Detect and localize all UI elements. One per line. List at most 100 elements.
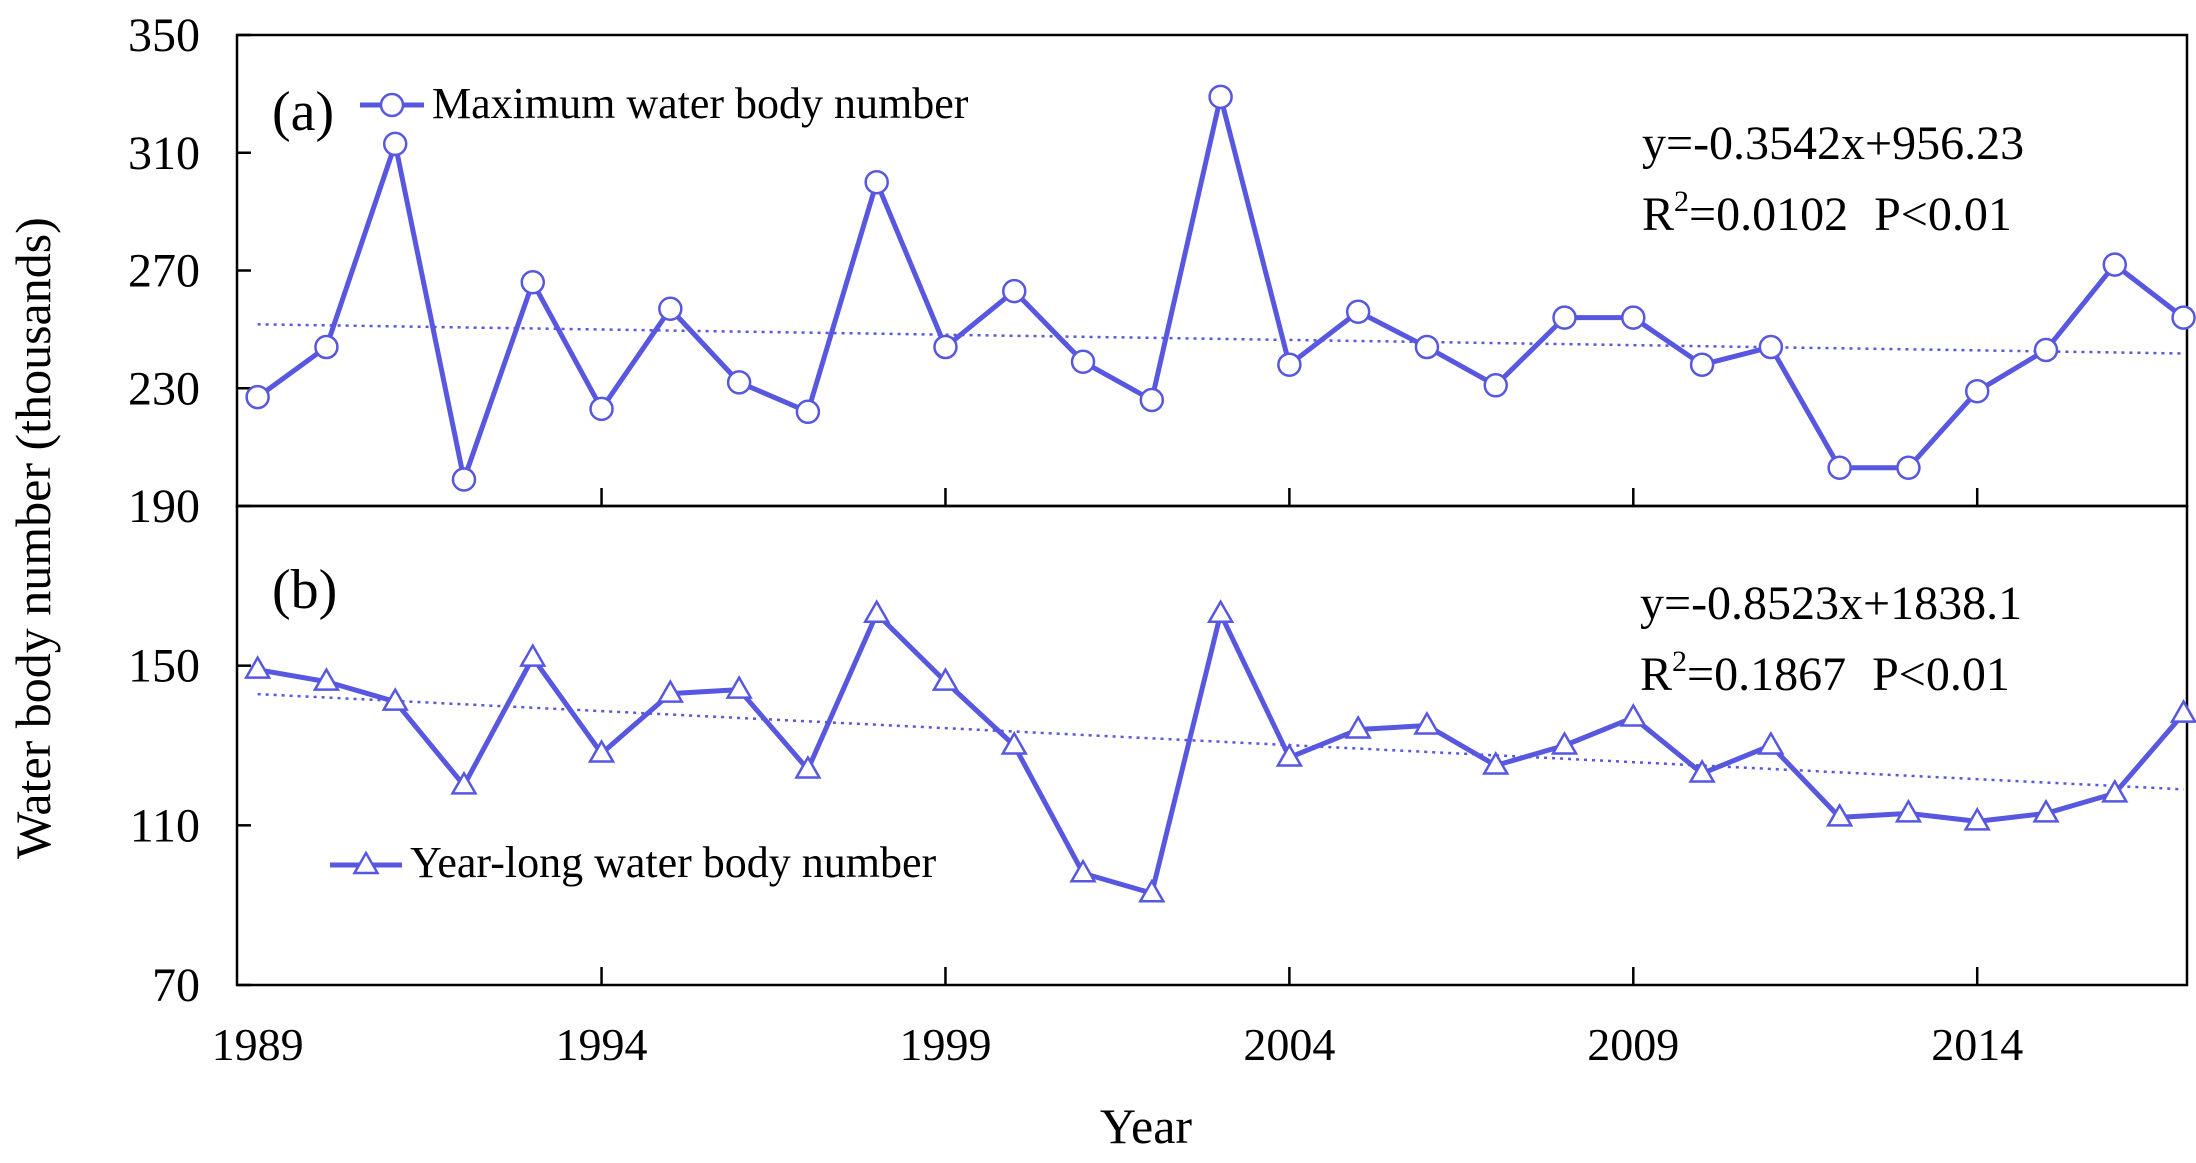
panel-b-r2-value: =0.1867 xyxy=(1687,648,1846,701)
panel-b-data-point xyxy=(519,643,547,667)
panel-a-data-point xyxy=(864,169,889,195)
panel-a-data-point xyxy=(1414,334,1440,360)
panel-a-data-point xyxy=(1552,305,1577,330)
trend-lines xyxy=(257,323,2184,791)
panel-a-data-point xyxy=(2033,337,2059,363)
panel-b-data-point xyxy=(1413,711,1441,735)
panel-a-data-point xyxy=(1070,349,1096,375)
panel-a-equation: y=-0.3542x+956.23 xyxy=(1642,117,2024,170)
panel-b-data-point xyxy=(1550,730,1579,755)
panel-a-data-point xyxy=(451,467,477,492)
panel-a-data-point xyxy=(1483,373,1508,398)
panel-b-data-point xyxy=(1069,858,1097,883)
panel-b-stats: R2=0.1867 P<0.01 xyxy=(1640,645,2010,701)
panel-b-data-point xyxy=(243,655,272,679)
x-tick-label: 1994 xyxy=(556,1019,648,1070)
panel-b-data-point xyxy=(931,667,960,691)
panel-b-y-tick-label: 150 xyxy=(128,640,200,693)
panel-a-label: (a) xyxy=(272,81,334,143)
panel-b-data-point xyxy=(381,687,409,711)
panel-a-data-point xyxy=(1896,455,1921,480)
panel-a-data-point xyxy=(314,334,339,360)
panel-b-data-point xyxy=(1482,750,1510,775)
panel-b-trend-line xyxy=(257,692,2184,791)
panel-b-data-point xyxy=(1206,599,1235,624)
panel-b-label: (b) xyxy=(272,559,337,621)
panel-b-data-point xyxy=(2101,778,2129,803)
panel-b-data-point xyxy=(2169,699,2196,723)
panel-a-data-point xyxy=(658,296,683,322)
panel-a-legend-marker xyxy=(379,92,405,118)
panel-b-r-superscript: 2 xyxy=(1672,645,1687,678)
panel-a-data-point xyxy=(2102,252,2128,277)
panel-b-data-point xyxy=(1619,703,1647,727)
panel-b-data-point xyxy=(1275,742,1304,767)
panel-a-trend-line xyxy=(257,323,2184,355)
panel-a-stats: R2=0.0102 P<0.01 xyxy=(1642,185,2012,241)
panel-a-legend-label: Maximum water body number xyxy=(432,79,969,128)
x-tick-label: 2009 xyxy=(1587,1019,1679,1070)
panel-b-data-point xyxy=(863,599,891,624)
panel-a-p-value: P<0.01 xyxy=(1874,188,2012,241)
panel-a-data-point xyxy=(1758,334,1784,360)
x-tick-label: 2014 xyxy=(1931,1019,2023,1070)
panel-a-r-symbol: R xyxy=(1642,188,1674,241)
panel-a-data-point xyxy=(1827,455,1852,480)
panel-a-data-point xyxy=(382,131,408,157)
panel-b-data-point xyxy=(725,675,753,699)
panel-b-equation: y=-0.8523x+1838.1 xyxy=(1640,577,2022,630)
panel-a-data-point xyxy=(1001,278,1027,304)
panel-b-frame xyxy=(235,504,2189,987)
panel-a-data-point xyxy=(1208,84,1233,110)
panel-a-y-tick-label: 230 xyxy=(128,362,200,415)
panel-b-data-point xyxy=(794,754,822,779)
panel-a-data-point xyxy=(795,399,821,425)
panel-a-y-tick-label: 270 xyxy=(128,245,200,298)
panel-b-data-point xyxy=(1825,802,1854,827)
panel-a-y-tick-label: 350 xyxy=(128,9,200,62)
panel-b-data-point xyxy=(656,679,684,703)
panel-b-data-point xyxy=(1757,730,1785,755)
panel-b-data-point xyxy=(1963,806,1991,831)
panel-b-p-value: P<0.01 xyxy=(1872,648,2010,701)
panel-b-data-point xyxy=(1344,715,1372,739)
panel-a-y-tick-label: 310 xyxy=(128,127,200,180)
panel-a-data-point xyxy=(2171,305,2196,330)
panel-a-data-point xyxy=(1689,352,1715,377)
panel-a-data-point xyxy=(933,334,958,360)
y-axis-label: Water body number (thousands) xyxy=(5,217,61,859)
panel-b-y-tick-label: 110 xyxy=(130,799,200,852)
series-markers xyxy=(243,84,2196,903)
panel-a-data-point xyxy=(1277,352,1302,377)
x-tick-label: 1999 xyxy=(899,1019,991,1070)
x-tick-labels: 1989 1994 1999 2004 2009 2014 xyxy=(212,1019,2024,1070)
panel-b-data-point xyxy=(1138,878,1166,903)
panel-b-legend-marker xyxy=(352,850,380,875)
x-tick-label: 2004 xyxy=(1243,1019,1335,1070)
panel-a-data-point xyxy=(1964,378,1990,404)
panel-a-data-point xyxy=(589,396,614,422)
panel-a-r2-value: =0.0102 xyxy=(1689,188,1848,241)
panel-b-legend-label: Year-long water body number xyxy=(410,838,937,887)
panel-b-data-point xyxy=(1894,798,1923,823)
panel-a-data-point xyxy=(520,270,546,295)
x-axis-label: Year xyxy=(1100,1098,1192,1154)
panel-b-data-point xyxy=(1000,730,1028,755)
panel-a-data-point xyxy=(245,384,270,410)
panel-a-y-tick-label: 190 xyxy=(128,480,200,533)
panel-a-r-superscript: 2 xyxy=(1674,185,1689,218)
panel-b-data-point xyxy=(1688,758,1716,783)
panel-b-data-point xyxy=(450,770,478,795)
axis-ticks xyxy=(237,33,1979,987)
panel-a-data-point xyxy=(1345,299,1371,324)
panel-a-data-point xyxy=(1139,387,1165,413)
panel-a-data-point xyxy=(726,370,752,395)
panel-b-data-point xyxy=(312,667,341,691)
panel-b-data-point xyxy=(587,738,616,763)
panel-a-data-point xyxy=(1621,305,1646,330)
panel-b-y-tick-label: 70 xyxy=(152,959,200,1012)
y-tick-labels: 350 310 270 230 190 150 110 70 xyxy=(128,9,200,1012)
x-tick-label: 1989 xyxy=(212,1019,304,1070)
panel-b-data-point xyxy=(2032,798,2060,823)
